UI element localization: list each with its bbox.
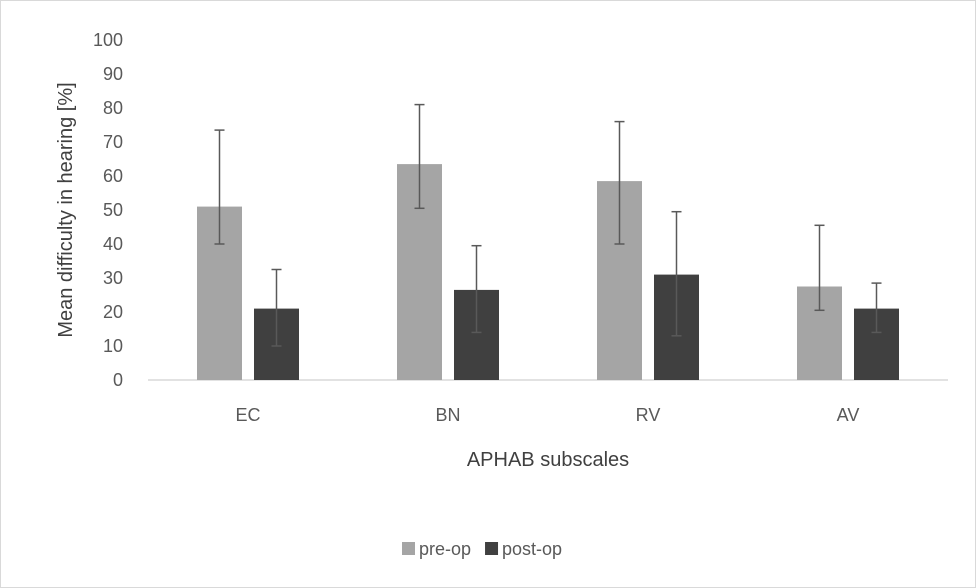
y-tick-label: 20: [103, 302, 123, 322]
legend-item-pre-op: pre-op: [402, 539, 471, 559]
legend-swatch: [402, 542, 415, 555]
legend: pre-op post-op: [402, 539, 562, 559]
x-tick-label: EC: [235, 405, 260, 425]
y-tick-label: 70: [103, 132, 123, 152]
y-tick-label: 30: [103, 268, 123, 288]
x-tick-label: BN: [435, 405, 460, 425]
y-tick-label: 90: [103, 64, 123, 84]
error-bar-post-op-EC: [271, 268, 282, 347]
legend-swatch: [485, 542, 499, 555]
y-tick-label: 0: [113, 370, 123, 390]
error-bars-group: [214, 103, 882, 347]
legend-item-post-op: post-op: [485, 539, 562, 559]
error-bar-post-op-BN: [471, 244, 482, 334]
error-bar-pre-op-RV: [614, 120, 625, 245]
legend-label: pre-op: [419, 539, 471, 559]
x-axis-title: APHAB subscales: [467, 449, 629, 471]
error-bar-pre-op-EC: [214, 129, 225, 245]
error-bar-post-op-RV: [671, 210, 682, 337]
x-tick-label: RV: [636, 405, 661, 425]
y-tick-label: 100: [93, 30, 123, 50]
y-tick-label: 40: [103, 234, 123, 254]
x-tick-label: AV: [837, 405, 860, 425]
bars-group: [197, 164, 899, 380]
x-axis-ticks: EC BN RV AV: [235, 405, 859, 425]
error-bar-pre-op-AV: [814, 224, 825, 312]
y-tick-label: 10: [103, 336, 123, 356]
y-axis-title: Mean difficulty in hearing [%]: [55, 82, 77, 337]
legend-label: post-op: [502, 539, 562, 559]
y-axis-ticks: 0 10 20 30 40 50 60 70 80 90 100: [93, 30, 123, 390]
y-tick-label: 80: [103, 98, 123, 118]
y-tick-label: 50: [103, 200, 123, 220]
error-bar-post-op-AV: [871, 282, 882, 334]
y-tick-label: 60: [103, 166, 123, 186]
error-bar-pre-op-BN: [414, 103, 425, 210]
